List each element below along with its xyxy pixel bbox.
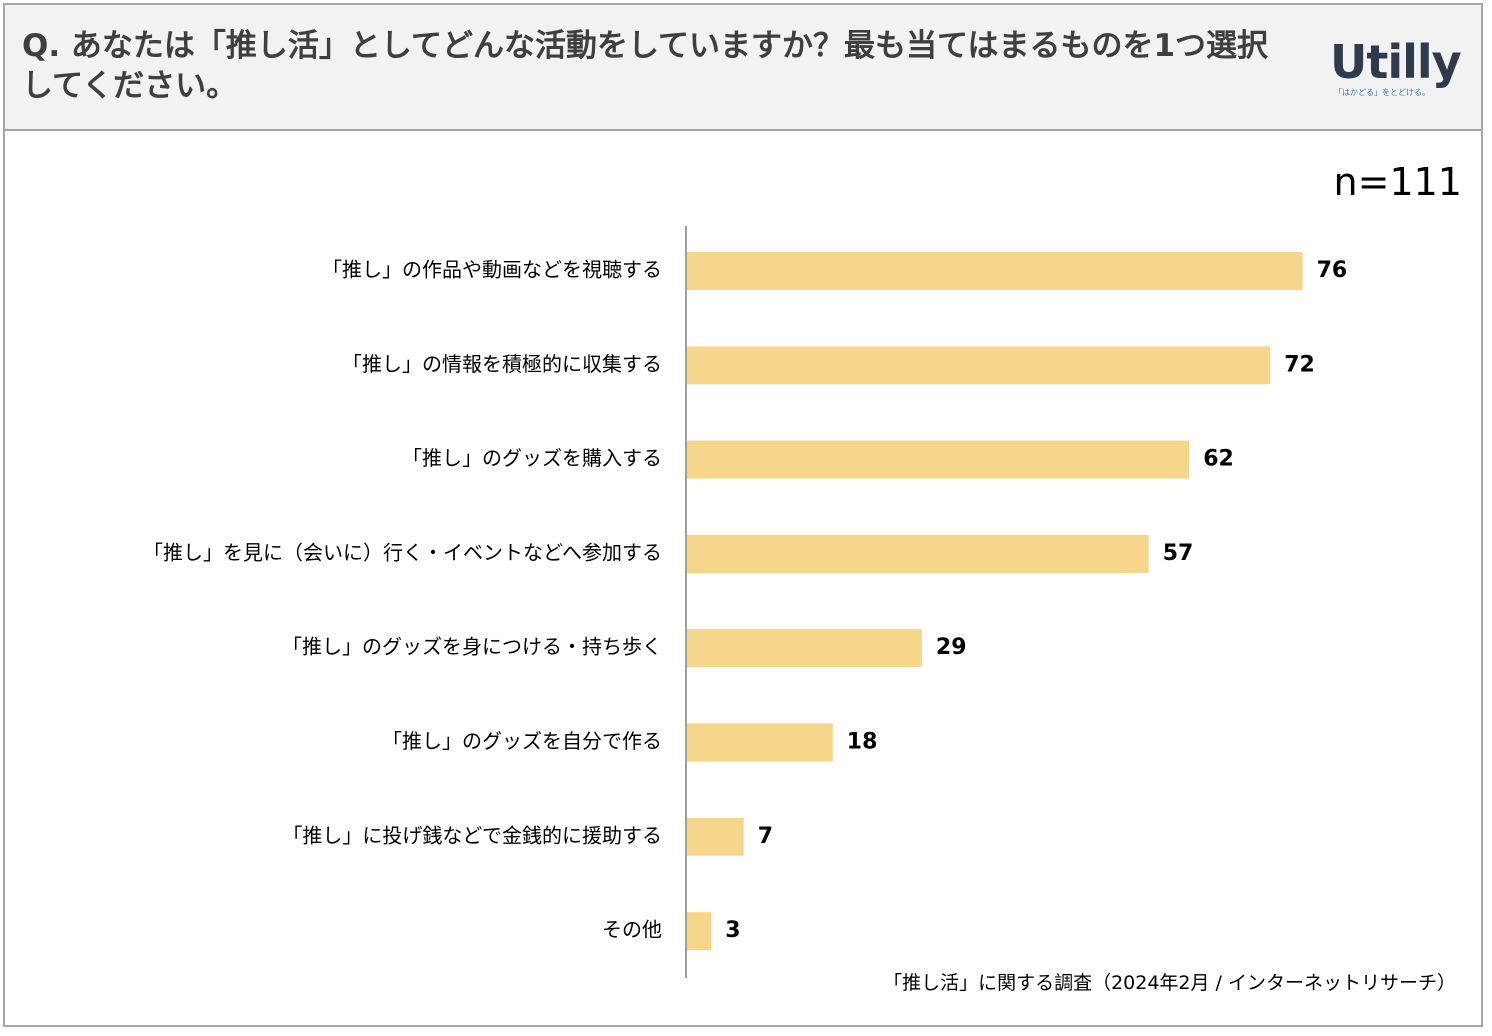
data-label: 57	[1163, 541, 1194, 566]
header-bar	[3, 3, 1483, 131]
data-label: 3	[725, 918, 740, 943]
category-label: その他	[602, 918, 662, 942]
data-label: 62	[1203, 447, 1234, 472]
bar	[687, 534, 1149, 573]
category-label: 「推し」のグッズを身につける・持ち歩く	[282, 635, 662, 659]
category-label: 「推し」のグッズを自分で作る	[382, 729, 662, 753]
category-label: 「推し」の作品や動画などを視聴する	[322, 258, 662, 282]
utilly-logo: Utilly 「はかどる」をとどける。	[1330, 35, 1462, 100]
data-label: 18	[847, 730, 878, 755]
category-label: 「推し」のグッズを購入する	[402, 446, 662, 470]
question-title: Q. あなたは「推し活」としてどんな活動をしていますか？最も当てはまるものを1つ…	[22, 28, 1269, 104]
bar	[687, 629, 922, 668]
bar	[687, 723, 833, 762]
category-label: 「推し」の情報を積極的に収集する	[342, 352, 662, 376]
sample-size: n=111	[1333, 160, 1462, 204]
bar	[687, 817, 744, 856]
data-label: 76	[1317, 258, 1348, 283]
source-note: 「推し活」に関する調査（2024年2月 / インターネットリサーチ）	[883, 972, 1456, 994]
bar	[687, 346, 1271, 385]
logo-tagline: 「はかどる」をとどける。	[1334, 88, 1430, 97]
data-label: 72	[1284, 352, 1315, 377]
logo-wordmark: Utilly	[1330, 35, 1462, 89]
bar	[687, 440, 1190, 479]
category-label: 「推し」に投げ銭などで金銭的に援助する	[282, 823, 662, 847]
data-label: 29	[936, 635, 967, 660]
category-label: 「推し」を見に（会いに）行く・イベントなどへ参加する	[143, 540, 662, 564]
bar	[687, 912, 712, 951]
data-label: 7	[758, 824, 773, 849]
bar	[687, 252, 1303, 290]
